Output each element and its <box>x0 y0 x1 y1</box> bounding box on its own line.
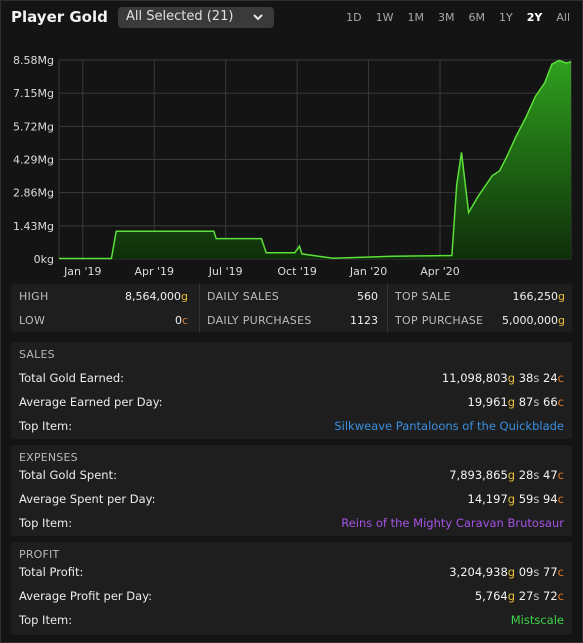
top-sale-item-link[interactable]: Silkweave Pantaloons of the Quickblade <box>334 419 564 433</box>
range-tab-1w[interactable]: 1W <box>375 11 394 24</box>
character-selector[interactable]: All Selected (21) <box>118 7 274 28</box>
stat-daily-sales-label: DAILY SALES <box>207 290 280 303</box>
avg-profit-value: 5,764g 27s 72c <box>474 589 564 603</box>
total-spent-row: Total Gold Spent: 7,893,865g 28s 47c <box>19 468 564 484</box>
y-tick-label: 0kg <box>34 253 54 266</box>
time-range-tabs: 1D 1W 1M 3M 6M 1Y 2Y All <box>332 11 570 24</box>
gold-unit: g <box>181 290 188 303</box>
row-label: Total Profit: <box>19 565 84 579</box>
total-profit-row: Total Profit: 3,204,938g 09s 77c <box>19 565 564 581</box>
range-tab-6m[interactable]: 6M <box>468 11 486 24</box>
gold-unit: g <box>558 314 565 327</box>
stat-high-value: 8,564,000 <box>125 290 182 303</box>
x-tick-label: Apr '19 <box>134 265 174 278</box>
stat-daily-purchases-value: 1123 <box>350 314 378 327</box>
stat-high: HIGH 8,564,000g <box>19 290 188 303</box>
top-profit-item-row: Top Item: Mistscale <box>19 613 564 629</box>
stat-top-sale-label: TOP SALE <box>395 290 451 303</box>
range-tab-all[interactable]: All <box>556 11 570 24</box>
row-label: Top Item: <box>19 516 73 530</box>
row-label: Top Item: <box>19 613 73 627</box>
top-purchase-item-row: Top Item: Reins of the Mighty Caravan Br… <box>19 516 564 532</box>
range-tab-3m[interactable]: 3M <box>438 11 455 24</box>
x-axis-labels: Jan '19 Apr '19 Jul '19 Oct '19 Jan '20 Apr '… <box>63 265 460 278</box>
gold-line <box>59 59 572 260</box>
y-tick-label: 7.15Mg <box>13 87 54 100</box>
gold-history-chart[interactable]: 8.58Mg7.15Mg5.72Mg4.29Mg2.86Mg1.43Mg0kg … <box>0 52 583 282</box>
stat-daily-sales: DAILY SALES 560 <box>207 290 378 303</box>
x-tick-label: Jul '19 <box>208 265 243 278</box>
y-tick-label: 1.43Mg <box>13 220 54 233</box>
y-tick-label: 8.58Mg <box>13 54 54 67</box>
stat-daily-purchases-label: DAILY PURCHASES <box>207 314 312 327</box>
top-purchase-item-link[interactable]: Reins of the Mighty Caravan Brutosaur <box>341 516 564 530</box>
selector-value: All Selected (21) <box>126 9 234 24</box>
stat-top-purchase: TOP PURCHASE 5,000,000g <box>395 314 565 327</box>
avg-profit-row: Average Profit per Day: 5,764g 27s 72c <box>19 589 564 605</box>
x-tick-label: Apr '20 <box>420 265 460 278</box>
stats-divider <box>387 284 388 332</box>
y-tick-label: 5.72Mg <box>13 120 54 133</box>
page-title: Player Gold <box>11 8 108 26</box>
sales-section: SALES Total Gold Earned: 11,098,803g 38s… <box>11 342 572 439</box>
top-profit-item-link[interactable]: Mistscale <box>510 613 564 627</box>
section-heading: PROFIT <box>19 548 60 561</box>
profit-section: PROFIT Total Profit: 3,204,938g 09s 77c … <box>11 542 572 635</box>
y-tick-label: 4.29Mg <box>13 154 54 167</box>
chevron-down-icon <box>253 14 263 21</box>
expenses-section: EXPENSES Total Gold Spent: 7,893,865g 28… <box>11 445 572 536</box>
row-label: Total Gold Spent: <box>19 468 117 482</box>
x-tick-label: Jan '20 <box>349 265 387 278</box>
x-tick-label: Oct '19 <box>277 265 317 278</box>
row-label: Top Item: <box>19 419 73 433</box>
section-heading: SALES <box>19 348 55 361</box>
section-heading: EXPENSES <box>19 451 78 464</box>
total-earned-row: Total Gold Earned: 11,098,803g 38s 24c <box>19 371 564 387</box>
row-label: Average Profit per Day: <box>19 589 153 603</box>
range-tab-1d[interactable]: 1D <box>346 11 362 24</box>
stat-low-label: LOW <box>19 314 46 327</box>
range-tab-2y[interactable]: 2Y <box>526 11 543 24</box>
stat-top-sale: TOP SALE 166,250g <box>395 290 565 303</box>
gold-area <box>59 60 571 259</box>
range-tab-1y[interactable]: 1Y <box>499 11 513 24</box>
range-tab-1m[interactable]: 1M <box>407 11 425 24</box>
row-label: Average Spent per Day: <box>19 492 156 506</box>
avg-spent-value: 14,197g 59s 94c <box>467 492 564 506</box>
total-earned-value: 11,098,803g 38s 24c <box>441 371 564 385</box>
total-spent-value: 7,893,865g 28s 47c <box>449 468 564 482</box>
row-label: Total Gold Earned: <box>19 371 124 385</box>
total-profit-value: 3,204,938g 09s 77c <box>449 565 564 579</box>
top-sale-item-row: Top Item: Silkweave Pantaloons of the Qu… <box>19 419 564 435</box>
stat-high-label: HIGH <box>19 290 49 303</box>
stats-divider <box>199 284 200 332</box>
y-tick-label: 2.86Mg <box>13 187 54 200</box>
stat-top-purchase-label: TOP PURCHASE <box>395 314 484 327</box>
avg-earned-row: Average Earned per Day: 19,961g 87s 66c <box>19 395 564 411</box>
y-axis-labels: 8.58Mg 7.15Mg 5.72Mg 4.29Mg 2.86Mg 1.43Mg 0kg <box>13 54 54 266</box>
summary-stats: HIGH 8,564,000g LOW 0c DAILY SALES 560 D… <box>11 284 572 332</box>
stat-top-sale-value: 166,250 <box>512 290 559 303</box>
avg-earned-value: 19,961g 87s 66c <box>467 395 564 409</box>
copper-unit: c <box>181 314 188 327</box>
stat-top-purchase-value: 5,000,000 <box>502 314 559 327</box>
row-label: Average Earned per Day: <box>19 395 163 409</box>
stat-daily-purchases: DAILY PURCHASES 1123 <box>207 314 378 327</box>
gold-unit: g <box>558 290 565 303</box>
stat-low-value: 0 <box>174 314 182 327</box>
x-tick-label: Jan '19 <box>63 265 101 278</box>
chart-grid <box>58 59 572 260</box>
avg-spent-row: Average Spent per Day: 14,197g 59s 94c <box>19 492 564 508</box>
stat-daily-sales-value: 560 <box>357 290 378 303</box>
stat-low: LOW 0c <box>19 314 188 327</box>
